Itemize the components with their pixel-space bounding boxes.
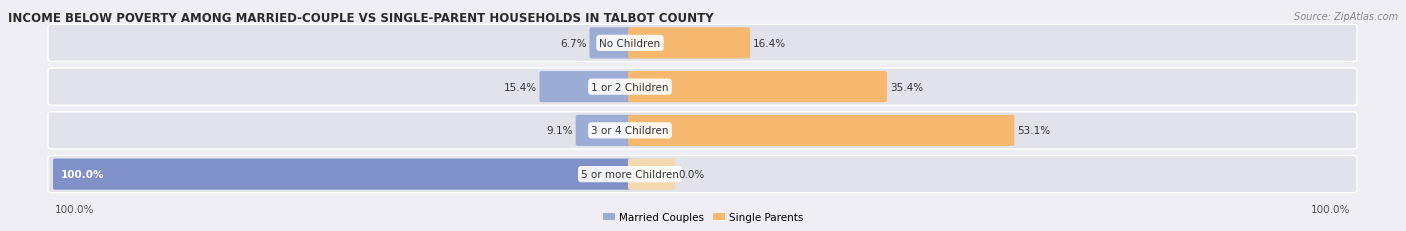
Text: 35.4%: 35.4% — [890, 82, 922, 92]
Text: 0.0%: 0.0% — [678, 169, 704, 179]
Text: 16.4%: 16.4% — [754, 39, 786, 49]
FancyBboxPatch shape — [48, 112, 1357, 149]
Text: 9.1%: 9.1% — [546, 126, 572, 136]
Text: 5 or more Children: 5 or more Children — [581, 169, 679, 179]
Text: Source: ZipAtlas.com: Source: ZipAtlas.com — [1294, 12, 1398, 22]
Text: INCOME BELOW POVERTY AMONG MARRIED-COUPLE VS SINGLE-PARENT HOUSEHOLDS IN TALBOT : INCOME BELOW POVERTY AMONG MARRIED-COUPL… — [8, 12, 714, 25]
FancyBboxPatch shape — [589, 28, 633, 59]
Text: 1 or 2 Children: 1 or 2 Children — [592, 82, 669, 92]
FancyBboxPatch shape — [48, 156, 1357, 193]
Text: No Children: No Children — [599, 39, 661, 49]
FancyBboxPatch shape — [628, 72, 887, 103]
FancyBboxPatch shape — [628, 28, 749, 59]
Text: 15.4%: 15.4% — [503, 82, 537, 92]
Text: 100.0%: 100.0% — [55, 204, 94, 214]
Text: 6.7%: 6.7% — [560, 39, 586, 49]
Text: 100.0%: 100.0% — [60, 169, 104, 179]
Text: 3 or 4 Children: 3 or 4 Children — [592, 126, 669, 136]
Legend: Married Couples, Single Parents: Married Couples, Single Parents — [599, 208, 807, 226]
Text: 53.1%: 53.1% — [1018, 126, 1050, 136]
Text: 100.0%: 100.0% — [1310, 204, 1350, 214]
FancyBboxPatch shape — [53, 159, 633, 190]
FancyBboxPatch shape — [575, 115, 633, 146]
FancyBboxPatch shape — [540, 72, 633, 103]
FancyBboxPatch shape — [628, 115, 1014, 146]
FancyBboxPatch shape — [48, 25, 1357, 62]
FancyBboxPatch shape — [628, 159, 675, 190]
FancyBboxPatch shape — [48, 69, 1357, 106]
